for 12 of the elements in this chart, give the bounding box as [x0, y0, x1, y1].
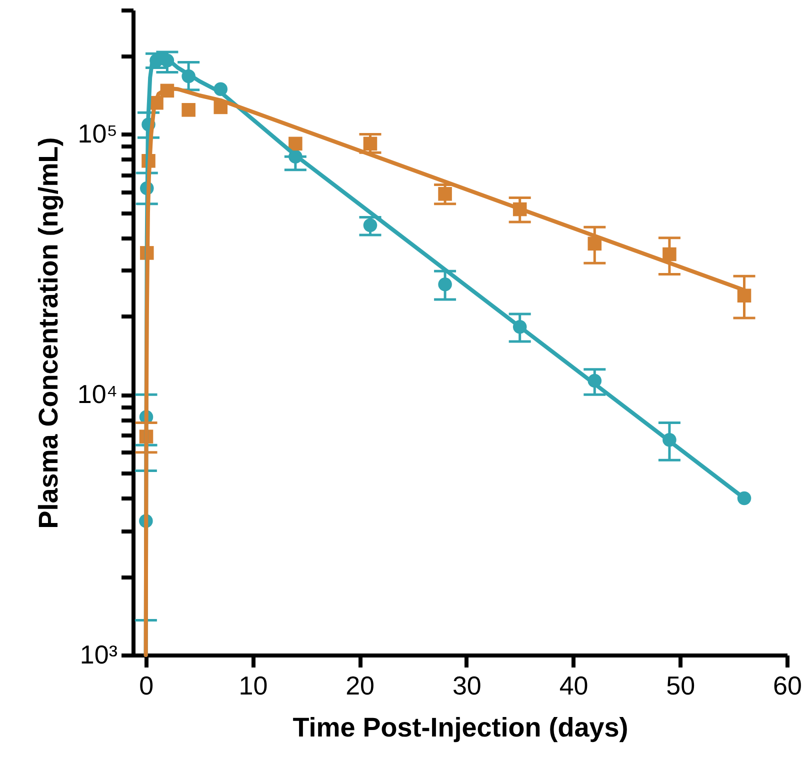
x-tick-label: 0	[139, 670, 154, 700]
x-tick-label: 50	[666, 670, 696, 700]
x-tick-label: 20	[346, 670, 375, 700]
x-tick-label: 30	[452, 670, 482, 700]
x-tick-label: 60	[773, 670, 802, 700]
y-tick-label: 10³	[80, 640, 118, 670]
y-tick-label: 10⁴	[77, 379, 118, 410]
y-axis-title: Plasma Concentration (ng/mL)	[33, 137, 64, 529]
x-tick-label: 40	[559, 670, 588, 700]
y-tick-label: 10⁵	[78, 118, 118, 149]
x-tick-label: 10	[238, 670, 268, 700]
x-axis-title: Time Post-Injection (days)	[292, 712, 628, 742]
